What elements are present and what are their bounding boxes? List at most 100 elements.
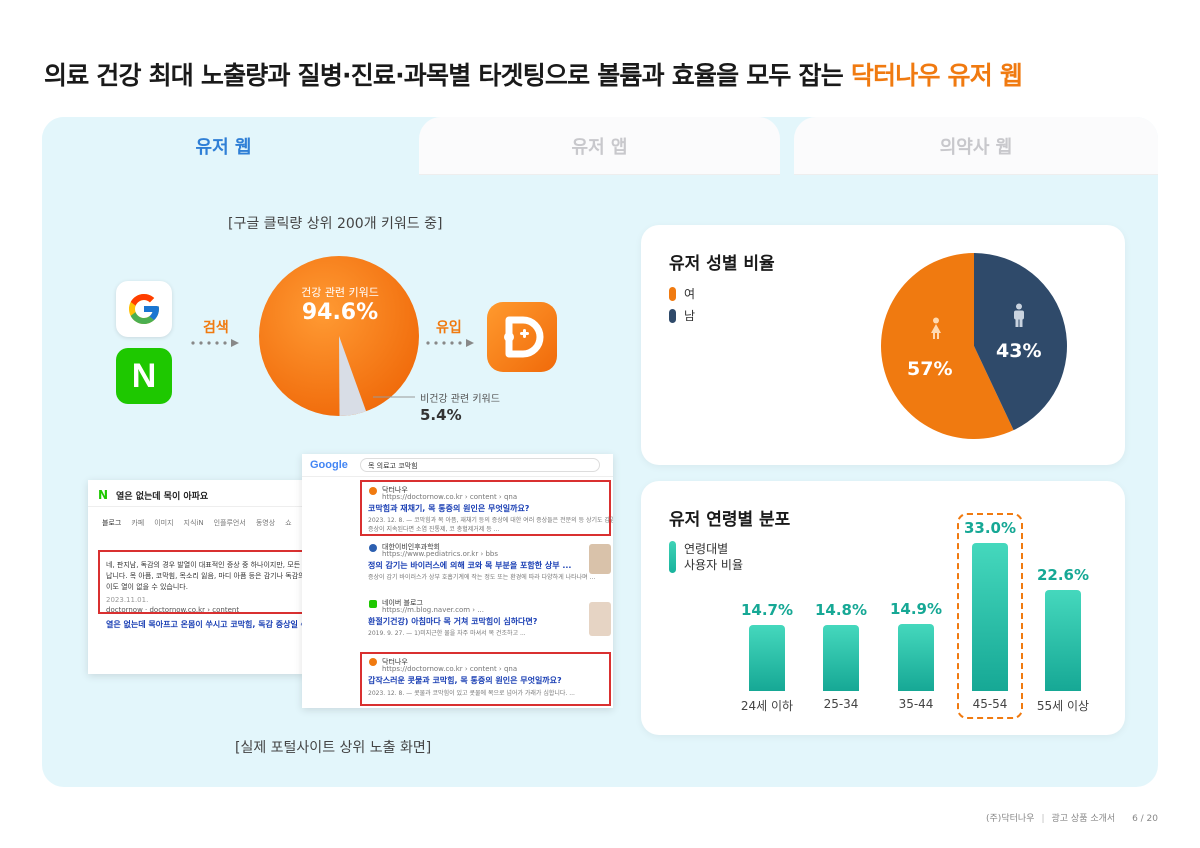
age-bar-category: 45-54 xyxy=(972,697,1008,711)
age-bar-category: 55세 이상 xyxy=(1036,699,1090,713)
headline-accent: 닥터나우 유저 웹 xyxy=(850,61,1023,90)
naver-snippet-line: 이도 열이 없을 수 있습니다. xyxy=(106,583,188,591)
google-result-url: https://m.blog.naver.com › ... xyxy=(382,606,484,614)
age-bar-value: 22.6% xyxy=(1036,565,1090,584)
google-logo xyxy=(116,281,172,337)
age-legend-line: 연령대별 xyxy=(684,542,729,556)
nonhealth-keyword-value: 5.4% xyxy=(420,406,462,424)
age-bar xyxy=(1045,589,1081,691)
google-result-title[interactable]: 갑작스러운 콧물과 코막힘, 목 통증의 원인은 무엇일까요? xyxy=(368,676,562,685)
google-result-site: 네이버 블로그 xyxy=(382,599,423,607)
male-percent: 43% xyxy=(996,340,1042,362)
google-result-snippet: 증상이 지속된다면 소염 진통제, 코 충혈제거제 등 ... xyxy=(368,526,500,533)
tab-user-app[interactable]: 유저 앱 xyxy=(419,117,780,175)
female-percent: 57% xyxy=(907,358,953,380)
legend-label: 여 xyxy=(684,287,696,301)
google-result-url: https://www.pediatrics.or.kr › bbs xyxy=(382,550,499,558)
google-result-title[interactable]: 환절기건강) 아침마다 목 거쳐 코막힘이 심하다면? xyxy=(368,617,538,626)
age-highlight-box xyxy=(957,513,1023,719)
pie-slice-female xyxy=(881,253,1014,439)
naver-search-screenshot: N 열은 없는데 목이 아파요 블로그 카페 이미지 지식iN 인플루언서 동영… xyxy=(88,480,304,674)
page-headline: 의료 건강 최대 노출량과 질병·진료·과목별 타겟팅으로 볼륨과 효율을 모두… xyxy=(44,56,1023,92)
google-search-bar[interactable] xyxy=(360,458,600,472)
naver-snippet-line: 납니다. 목 아픔, 코막힘, 목소리 잃음, 마디 아픔 등은 감기나 독감의… xyxy=(106,572,304,580)
tab-bar: 유저 웹 유저 앱 의약사 웹 xyxy=(42,117,1158,175)
legend-female: 여 xyxy=(669,285,695,302)
keyword-caption: [구글 클릭량 상위 200개 키워드 중] xyxy=(228,216,443,232)
naver-mini-logo: N xyxy=(98,488,109,502)
inflow-arrow-icon xyxy=(426,339,474,347)
age-bar-value: 33.0% xyxy=(963,519,1017,537)
age-bar xyxy=(898,624,934,691)
search-arrow-icon xyxy=(191,339,239,347)
naver-query: 열은 없는데 목이 아파요 xyxy=(116,492,209,502)
google-result-snippet: 2019. 9. 27. — 1)미지근한 물을 자주 마셔서 목 건조하고 .… xyxy=(368,630,526,637)
google-result-site: 대한이비인후과학회 xyxy=(382,543,440,551)
footer-company: (주)닥터나우 xyxy=(986,814,1035,824)
naver-tab-row: 블로그 카페 이미지 지식iN 인플루언서 동영상 쇼 xyxy=(102,518,292,528)
google-search-screenshot: Google 목 의료고 코막힘 닥터나우 https://doctornow.… xyxy=(302,454,613,708)
google-g-icon xyxy=(129,294,159,324)
age-card: 유저 연령별 분포 연령대별 사용자 비율 14.7% 24세 이하 14.8% 25-… xyxy=(641,481,1125,735)
health-keyword-value: 94.6% xyxy=(301,300,379,325)
google-result-title[interactable]: 정의 감기는 바이러스에 의해 코와 목 부분을 포함한 상부 ... xyxy=(368,561,572,570)
google-result-title[interactable]: 코막힘과 재채기, 목 통증의 원인은 무엇일까요? xyxy=(368,504,530,513)
result-thumbnail xyxy=(589,602,611,636)
page-footer: (주)닥터나우 | 광고 상품 소개서 6 / 20 xyxy=(986,814,1158,824)
gender-card-title: 유저 성별 비율 xyxy=(669,254,775,274)
footer-page: 6 / 20 xyxy=(1132,814,1158,824)
pie-slice-male xyxy=(974,253,1067,431)
nonhealth-keyword-slice xyxy=(339,336,367,416)
naver-date: 2023.11.01. xyxy=(106,596,149,604)
age-legend-line: 사용자 비율 xyxy=(684,558,744,572)
google-result-url: https://doctornow.co.kr › content › qna xyxy=(382,493,518,501)
naver-tab: 이미지 xyxy=(154,519,174,527)
google-result-snippet: 2023. 12. 8. — 콧물과 코막힘이 있고 콧물에 목으로 넘어가 가… xyxy=(368,690,575,697)
naver-tab: 동영상 xyxy=(255,519,276,527)
naver-tab: 인플루언서 xyxy=(213,519,246,527)
age-card-title: 유저 연령별 분포 xyxy=(669,510,791,530)
naver-highlight-box xyxy=(98,550,304,614)
result-thumbnail xyxy=(589,544,611,574)
naver-result-link[interactable]: 열은 없는데 목아프고 온몸이 쑤시고 코막힘, 독감 증상일 수 있을 xyxy=(106,620,304,629)
keyword-pie-chart xyxy=(259,256,419,416)
tab-user-web[interactable]: 유저 웹 xyxy=(42,117,405,175)
headline-main: 의료 건강 최대 노출량과 질병·진료·과목별 타겟팅으로 볼륨과 효율을 모두… xyxy=(44,61,851,90)
age-bar xyxy=(823,624,859,691)
legend-label: 남 xyxy=(684,309,696,323)
nonhealth-keyword-label: 비건강 관련 키워드 xyxy=(420,394,500,405)
naver-tab: 카페 xyxy=(131,519,145,527)
male-icon xyxy=(1014,303,1024,327)
google-mini-logo: Google xyxy=(310,459,348,471)
google-result-site: 닥터나우 xyxy=(382,486,408,494)
female-icon xyxy=(931,317,941,339)
portal-caption: [실제 포털사이트 상위 노출 화면] xyxy=(235,740,432,756)
tab-pharmacist-web[interactable]: 의약사 웹 xyxy=(794,117,1158,175)
naver-tab: 지식iN xyxy=(183,519,204,527)
google-result-snippet: 2023. 12. 8. — 코막힘과 목 아픔, 재채기 등의 증상에 대한 … xyxy=(368,517,613,524)
health-keyword-label: 건강 관련 키워드 xyxy=(301,286,379,299)
age-bar-category: 35-44 xyxy=(898,697,934,711)
naver-logo: N xyxy=(116,348,172,404)
google-highlight-box-2 xyxy=(360,652,611,706)
age-legend-swatch xyxy=(669,541,676,573)
age-bar xyxy=(972,543,1008,691)
legend-swatch-female xyxy=(669,286,676,301)
legend-swatch-male xyxy=(669,308,676,323)
age-bar-category: 25-34 xyxy=(823,697,859,711)
age-bar-category: 24세 이하 xyxy=(740,699,794,713)
naver-tab: 블로그 xyxy=(102,519,122,527)
age-bar-value: 14.8% xyxy=(814,600,868,619)
naver-tab: 쇼 xyxy=(285,519,292,527)
age-bar-value: 14.9% xyxy=(889,600,943,619)
google-result-snippet: 증상이 감기 바이러스가 상부 호흡기계에 작는 정도 또는 환경에 따라 다양… xyxy=(368,574,596,581)
naver-snippet-line: 네, 판지남, 독감의 경우 발열이 대표적인 증상 중 하나이지만, 모든 독… xyxy=(106,561,304,569)
search-label: 검색 xyxy=(203,320,229,336)
google-query: 목 의료고 코막힘 xyxy=(368,462,418,470)
result-favicon-icons xyxy=(369,487,377,666)
inflow-label: 유입 xyxy=(436,320,462,336)
gender-pie-chart xyxy=(881,253,1067,439)
google-result-site: 닥터나우 xyxy=(382,658,408,666)
naver-source: doctornow · doctornow.co.kr › content xyxy=(106,606,240,614)
